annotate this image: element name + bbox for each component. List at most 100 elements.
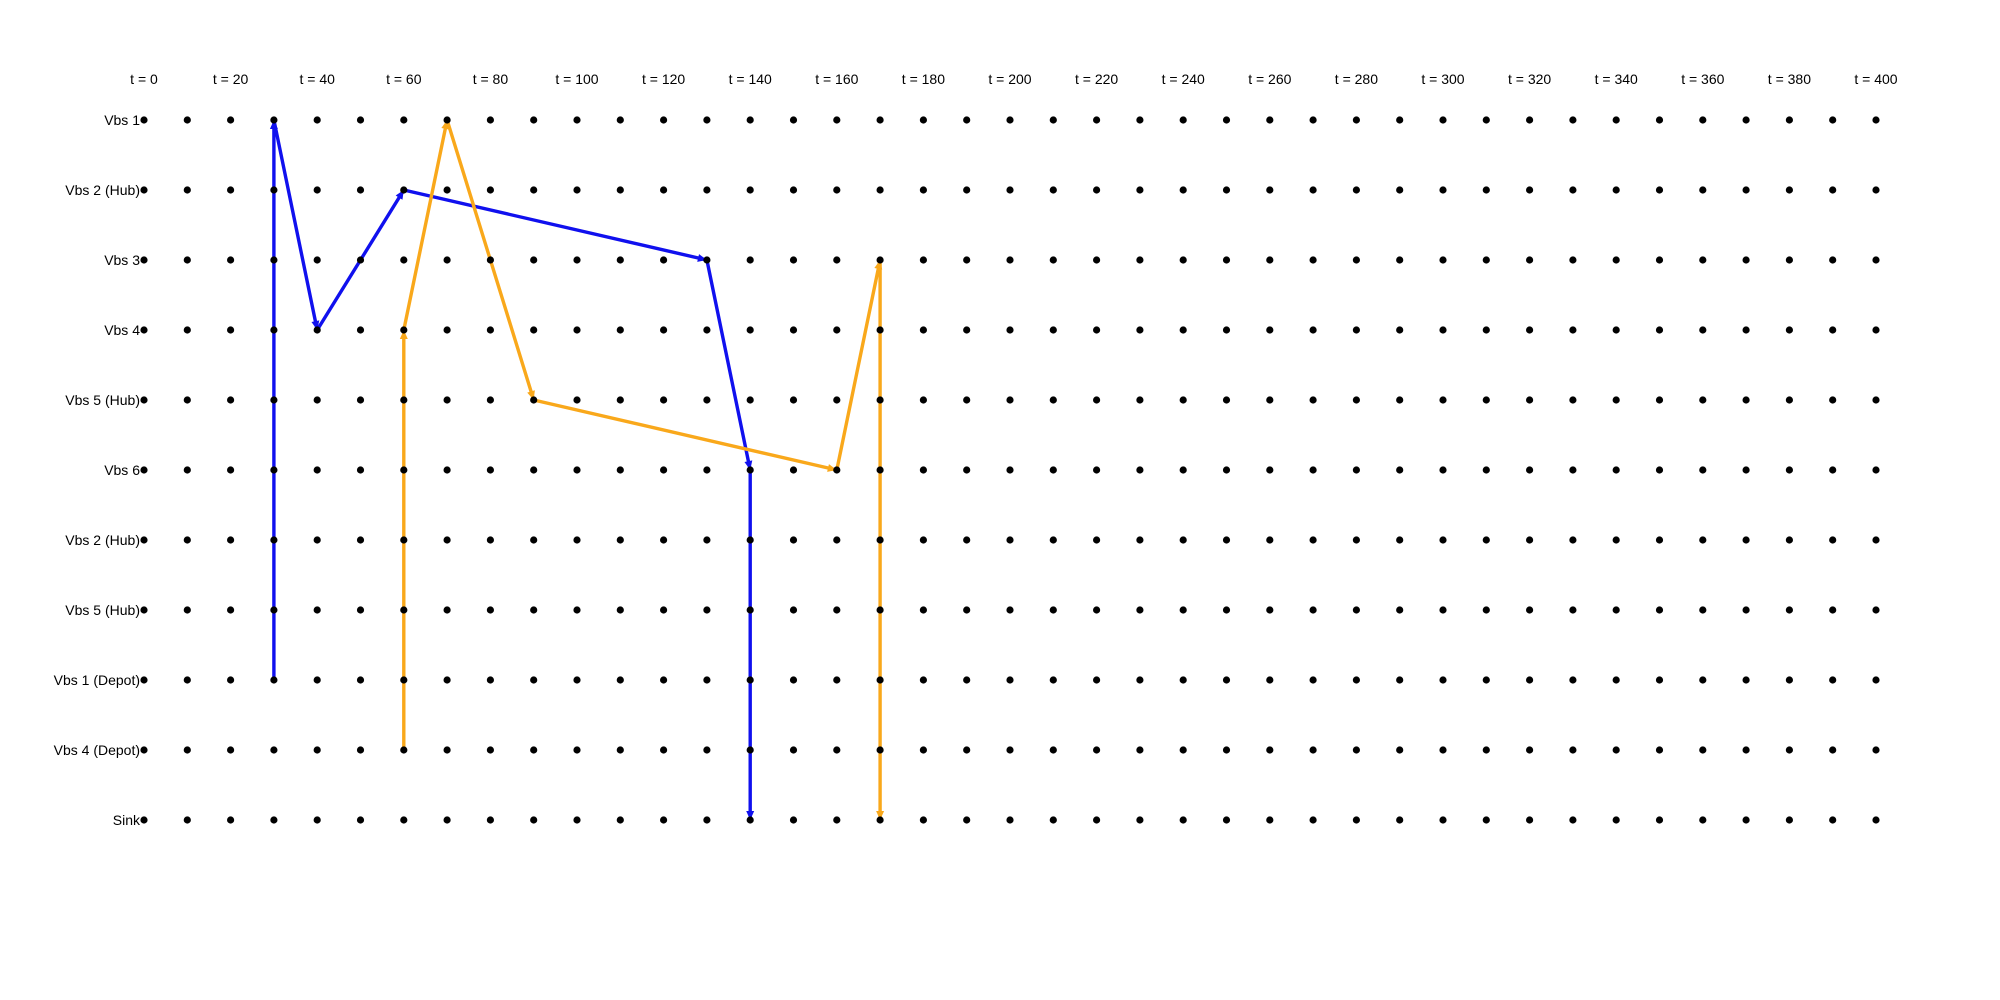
grid-node bbox=[1396, 466, 1404, 474]
grid-node bbox=[1569, 536, 1577, 544]
grid-node bbox=[1266, 536, 1274, 544]
grid-node bbox=[313, 676, 321, 684]
grid-node bbox=[486, 116, 494, 124]
grid-node bbox=[660, 816, 668, 824]
grid-node bbox=[833, 396, 841, 404]
grid-node bbox=[1569, 746, 1577, 754]
grid-node bbox=[1872, 606, 1880, 614]
time-label: t = 20 bbox=[213, 71, 249, 87]
grid-node bbox=[1569, 466, 1577, 474]
grid-node bbox=[313, 326, 321, 334]
grid-node bbox=[1222, 396, 1231, 404]
grid-node bbox=[1742, 256, 1750, 264]
grid-node bbox=[1829, 466, 1837, 474]
grid-node bbox=[1266, 396, 1274, 404]
grid-node bbox=[1872, 816, 1880, 824]
grid-node bbox=[833, 536, 841, 544]
time-label: t = 140 bbox=[729, 71, 772, 87]
grid-node bbox=[1222, 186, 1231, 194]
grid-node bbox=[963, 116, 971, 124]
grid-node bbox=[530, 816, 538, 824]
time-label: t = 380 bbox=[1768, 71, 1811, 87]
grid-node bbox=[1222, 256, 1231, 264]
grid-node bbox=[616, 326, 624, 334]
route-arrowhead bbox=[876, 811, 885, 820]
grid-node bbox=[1785, 116, 1793, 124]
grid-node bbox=[1049, 396, 1057, 404]
grid-node bbox=[1612, 326, 1620, 334]
grid-node bbox=[1179, 676, 1187, 684]
grid-node bbox=[1352, 466, 1360, 474]
grid-node bbox=[183, 396, 191, 404]
grid-node bbox=[1482, 536, 1490, 544]
grid-node bbox=[876, 536, 884, 544]
grid-node bbox=[919, 536, 928, 544]
grid-node bbox=[1266, 606, 1274, 614]
grid-node bbox=[1699, 326, 1707, 334]
grid-node bbox=[1655, 606, 1664, 614]
grid-node bbox=[703, 116, 711, 124]
grid-node bbox=[140, 116, 148, 124]
grid-node bbox=[443, 116, 451, 124]
grid-node bbox=[616, 256, 624, 264]
grid-node bbox=[443, 676, 451, 684]
grid-node bbox=[919, 676, 928, 684]
grid-node bbox=[270, 326, 278, 334]
grid-node bbox=[703, 186, 711, 194]
row-label: Vbs 4 bbox=[104, 322, 140, 338]
grid-node bbox=[443, 326, 451, 334]
grid-node bbox=[1006, 746, 1014, 754]
grid-node bbox=[1396, 326, 1404, 334]
grid-node bbox=[1742, 466, 1750, 474]
grid-node bbox=[963, 816, 971, 824]
grid-node bbox=[703, 816, 711, 824]
grid-node bbox=[660, 536, 668, 544]
grid-node bbox=[1829, 676, 1837, 684]
grid-node bbox=[1179, 816, 1187, 824]
grid-node bbox=[703, 746, 711, 754]
grid-node bbox=[1699, 466, 1707, 474]
grid-node bbox=[227, 256, 235, 264]
grid-node bbox=[1526, 536, 1534, 544]
grid-node bbox=[876, 116, 884, 124]
grid-node bbox=[963, 536, 971, 544]
grid-node bbox=[400, 536, 408, 544]
grid-node bbox=[1396, 256, 1404, 264]
grid-node bbox=[963, 186, 971, 194]
grid-node bbox=[356, 116, 365, 124]
grid-node bbox=[1179, 256, 1187, 264]
grid-node bbox=[660, 396, 668, 404]
grid-node bbox=[1612, 186, 1620, 194]
grid-node bbox=[140, 746, 148, 754]
grid-node bbox=[530, 536, 538, 544]
grid-node bbox=[660, 606, 668, 614]
grid-node bbox=[1526, 326, 1534, 334]
row-label: Vbs 4 (Depot) bbox=[54, 742, 140, 758]
grid-node bbox=[1482, 606, 1490, 614]
grid-node bbox=[789, 326, 798, 334]
grid-node bbox=[1006, 676, 1014, 684]
row-label: Sink bbox=[113, 812, 141, 828]
grid-node bbox=[140, 466, 148, 474]
grid-node bbox=[227, 816, 235, 824]
grid-node bbox=[1439, 116, 1447, 124]
grid-node bbox=[183, 116, 191, 124]
grid-node bbox=[1266, 256, 1274, 264]
time-label: t = 120 bbox=[642, 71, 685, 87]
time-label: t = 200 bbox=[988, 71, 1031, 87]
route-segment bbox=[532, 398, 839, 472]
grid-node bbox=[1439, 536, 1447, 544]
grid-node bbox=[1006, 186, 1014, 194]
grid-node bbox=[1309, 116, 1317, 124]
grid-node bbox=[1785, 606, 1793, 614]
grid-node bbox=[616, 676, 624, 684]
grid-node bbox=[746, 116, 754, 124]
grid-node bbox=[270, 816, 278, 824]
grid-node bbox=[486, 256, 494, 264]
grid-node bbox=[573, 536, 581, 544]
grid-node bbox=[1569, 676, 1577, 684]
grid-node bbox=[1266, 326, 1274, 334]
grid-node bbox=[746, 746, 754, 754]
grid-node bbox=[1612, 396, 1620, 404]
grid-node bbox=[1655, 256, 1664, 264]
